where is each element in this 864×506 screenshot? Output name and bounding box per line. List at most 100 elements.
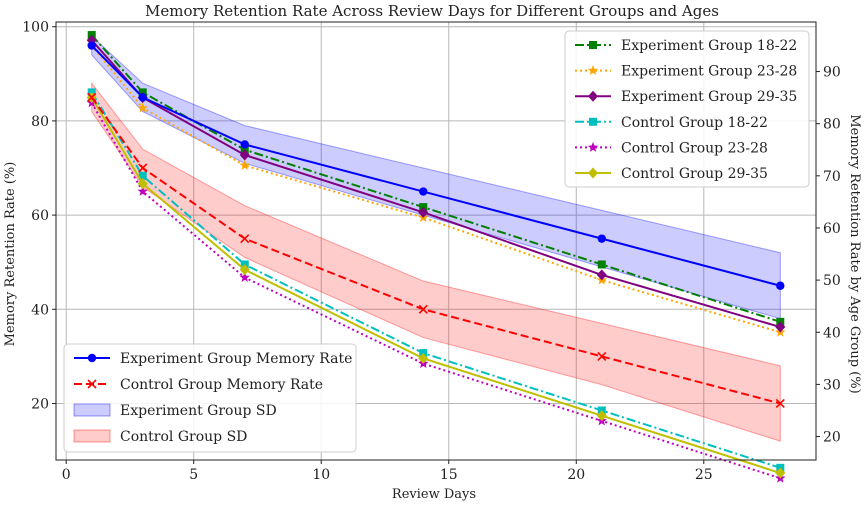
age-series-5-line <box>90 97 781 474</box>
legend-right-marker-2 <box>588 90 598 102</box>
age-series-1-line <box>90 44 781 334</box>
age-series-4-point-1 <box>137 185 148 196</box>
group-series-0-point-2 <box>240 140 249 149</box>
legend-right-item-4: Control Group 23-28 <box>575 140 768 156</box>
legend-right-marker-3-shape <box>589 117 597 126</box>
age-series-2-point-5-shape <box>775 321 786 333</box>
legend-right-marker-5-shape <box>588 167 598 179</box>
age-series-2-point-2 <box>239 149 250 161</box>
age-series-2-point-5 <box>775 321 786 333</box>
age-series-5-point-1-shape <box>137 178 148 190</box>
legend-left-item-1: Control Group Memory Rate <box>74 377 323 393</box>
y-tick-label-3: 80 <box>31 114 49 130</box>
axis-ticks: 0 5 10 15 20 25 20 40 60 80 100 20 30 40 50 60 70 80 90 <box>22 20 841 483</box>
age-series-1-point-2 <box>239 159 250 170</box>
x-tick-label-2: 10 <box>312 467 330 483</box>
age-series-3-line <box>90 91 781 469</box>
group-series-1-line <box>90 96 781 405</box>
legend-right-label-2: Experiment Group 29-35 <box>621 89 797 105</box>
x-tick-label-1: 5 <box>189 467 198 483</box>
age-series-2-point-2-shape <box>239 149 250 161</box>
age-series-4-line <box>90 102 781 480</box>
y-axis-title: Memory Retention Rate (%) <box>3 162 18 347</box>
legend-left-label-3: Control Group SD <box>120 429 247 445</box>
y-tick-label-1: 40 <box>31 302 49 318</box>
age-series-5-point-5-shape <box>775 467 786 479</box>
y-tick-label-4: 100 <box>22 20 49 36</box>
group-series-1-point-4 <box>597 351 607 361</box>
y-tick-label-0: 20 <box>31 396 49 412</box>
legend-right-marker-5 <box>588 167 598 179</box>
group-series-0-point-4-shape <box>597 234 606 243</box>
age-series-5-point-3 <box>418 352 429 364</box>
age-series-5 <box>86 92 786 479</box>
legend-right-marker-1 <box>587 65 599 76</box>
age-series-1-point-2-shape <box>239 159 250 170</box>
legend-right-marker-0 <box>589 41 597 49</box>
legend-right-item-3: Control Group 18-22 <box>575 115 768 131</box>
legend-right-marker-0-shape <box>589 41 597 49</box>
x-axis-title: Review Days <box>392 487 476 502</box>
legend-left-item-2: Experiment Group SD <box>73 403 277 419</box>
legend-right-marker-1-shape <box>587 65 599 76</box>
group-series-1-point-2 <box>240 234 250 244</box>
x-tick-label-3: 15 <box>440 467 458 483</box>
legend-right-marker-4-shape <box>587 141 599 152</box>
y-right-tick-label-4: 60 <box>823 221 841 237</box>
group-series-1-point-1 <box>138 163 148 173</box>
group-series-1-point-3-stroke-b <box>418 304 428 314</box>
y-right-tick-label-0: 20 <box>823 430 841 446</box>
age-series-2-point-3 <box>418 206 429 218</box>
legend-left-swatch-2 <box>73 403 111 417</box>
group-series-1-point-5 <box>775 398 785 409</box>
group-series-0-point-0 <box>87 41 96 50</box>
group-series-1-point-0 <box>87 92 97 102</box>
legend-left-label-0: Experiment Group Memory Rate <box>120 351 352 367</box>
y-right-tick-label-2: 40 <box>823 325 841 341</box>
left-axis-series <box>87 41 785 409</box>
legend-right-label-4: Control Group 23-28 <box>621 140 768 156</box>
group-series-0-point-3-shape <box>419 187 428 196</box>
y-right-tick-label-5: 70 <box>823 169 841 185</box>
age-series-3-point-1-shape <box>138 171 147 180</box>
x-tick-label-0: 0 <box>62 467 71 483</box>
age-series-5-point-1 <box>137 178 148 190</box>
y-right-tick-label-7: 90 <box>823 65 841 81</box>
x-tick-label-5: 25 <box>695 467 713 483</box>
group-series-1-point-4-stroke-b <box>597 351 607 361</box>
chart-title: Memory Retention Rate Across Review Days… <box>145 2 719 20</box>
legend-left-marker-0-shape <box>87 353 97 363</box>
age-series-0-point-4 <box>597 260 606 269</box>
age-series-5-point-2-shape <box>239 264 250 276</box>
legend-left-item-0: Experiment Group Memory Rate <box>74 351 352 367</box>
group-series-0-point-5 <box>776 281 785 290</box>
group-series-1-point-5-stroke-b <box>775 398 785 409</box>
y-right-tick-label-1: 30 <box>823 377 841 393</box>
group-series-0-line <box>90 44 781 287</box>
legend-right-label-1: Experiment Group 23-28 <box>621 64 797 80</box>
legend-right-label-5: Control Group 29-35 <box>621 166 768 182</box>
age-series-1-point-1 <box>137 102 148 113</box>
group-series-0 <box>87 41 785 290</box>
age-series-0-point-4-shape <box>597 260 606 269</box>
legend-right: Experiment Group 18-22 Experiment Group 2… <box>564 30 810 188</box>
age-series-1-point-1-shape <box>137 102 148 113</box>
plot-frame <box>55 21 817 461</box>
legend-right-item-0: Experiment Group 18-22 <box>575 38 797 54</box>
y-right-tick-label-6: 80 <box>823 117 841 133</box>
legend-left-marker-0 <box>87 353 97 363</box>
group-series-0-point-0-shape <box>87 41 96 50</box>
group-series-1-point-3 <box>418 304 428 314</box>
age-series-2-point-3-shape <box>418 206 429 218</box>
age-series-5-point-4 <box>596 410 607 422</box>
age-series-2-point-4-shape <box>596 269 607 281</box>
y-right-tick-label-3: 50 <box>823 273 841 289</box>
legend-left: Experiment Group Memory Rate Control Grou… <box>63 343 357 453</box>
legend-left-box <box>63 343 357 453</box>
x-tick-label-4: 20 <box>567 467 585 483</box>
age-series-4-point-2-shape <box>239 272 250 282</box>
legend-left-label-2: Experiment Group SD <box>120 403 277 419</box>
age-series-5-point-4-shape <box>596 410 607 422</box>
y-tick-label-2: 60 <box>31 208 49 224</box>
